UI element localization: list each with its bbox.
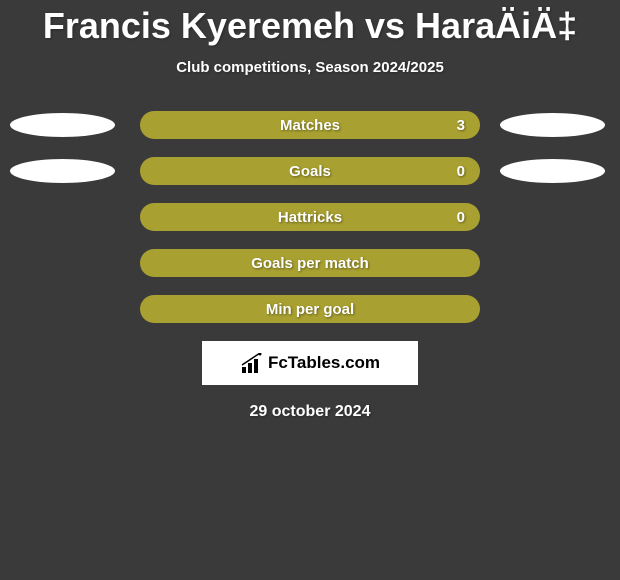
stat-value: 0 [457,209,465,226]
logo-box: FcTables.com [202,341,418,385]
ellipse-right [500,113,605,137]
stats-container: Matches 3 Goals 0 Hattricks 0 Goals per … [0,111,620,323]
stat-label: Goals per match [251,255,369,272]
stat-row-min-per-goal: Min per goal [0,295,620,323]
chart-icon [240,353,264,373]
stat-bar: Goals per match [140,249,480,277]
page-title: Francis Kyeremeh vs HaraÄiÄ‡ [43,5,577,47]
stat-label: Min per goal [266,301,354,318]
stat-bar: Hattricks 0 [140,203,480,231]
stat-row-hattricks: Hattricks 0 [0,203,620,231]
stat-label: Goals [289,163,331,180]
ellipse-left [10,159,115,183]
stat-row-goals-per-match: Goals per match [0,249,620,277]
stat-bar: Min per goal [140,295,480,323]
date-text: 29 october 2024 [250,403,371,421]
stat-bar: Goals 0 [140,157,480,185]
stat-value: 3 [457,117,465,134]
stat-row-matches: Matches 3 [0,111,620,139]
stat-label: Matches [280,117,340,134]
stat-value: 0 [457,163,465,180]
stat-label: Hattricks [278,209,342,226]
ellipse-left [10,113,115,137]
stat-bar: Matches 3 [140,111,480,139]
page-subtitle: Club competitions, Season 2024/2025 [176,59,444,76]
stat-row-goals: Goals 0 [0,157,620,185]
ellipse-right [500,159,605,183]
logo-text: FcTables.com [268,353,380,373]
